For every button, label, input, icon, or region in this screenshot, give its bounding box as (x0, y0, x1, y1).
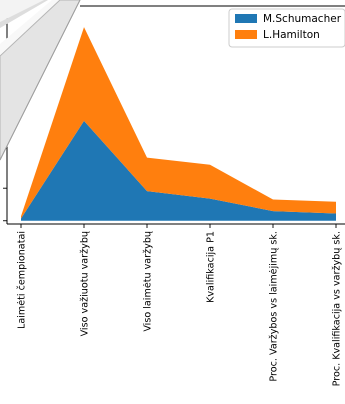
legend: M.Schumacher L.Hamilton (228, 8, 345, 48)
x-tick-label-2: Viso važiuotu varžybų (79, 231, 91, 336)
x-tick-label-6: Proc. Kvalifikacija vs varžybų sk. (331, 231, 343, 386)
x-tick-label-4: Kvalifikacija P1 (206, 231, 217, 303)
legend-swatch-1 (235, 14, 257, 23)
area-series-group (21, 27, 336, 221)
overlapping-window-fragment (0, 0, 81, 161)
area-series-1 (21, 120, 336, 221)
legend-swatch-2 (235, 30, 257, 39)
area-series-2 (21, 27, 336, 219)
legend-label-2: L.Hamilton (263, 29, 320, 41)
legend-label-1: M.Schumacher (263, 13, 342, 25)
y-ticks-group (3, 187, 7, 222)
x-tick-label-1: Laimėti čempionatai (16, 231, 28, 329)
x-ticks-group: Laimėti čempionatai Viso važiuotu varžybų… (16, 224, 343, 386)
x-tick-label-3: Viso laimėtu varžybų (142, 231, 154, 332)
x-tick-label-5: Proc. Varžybos vs laimėjimų sk. (268, 231, 280, 382)
legend-frame (228, 8, 345, 48)
